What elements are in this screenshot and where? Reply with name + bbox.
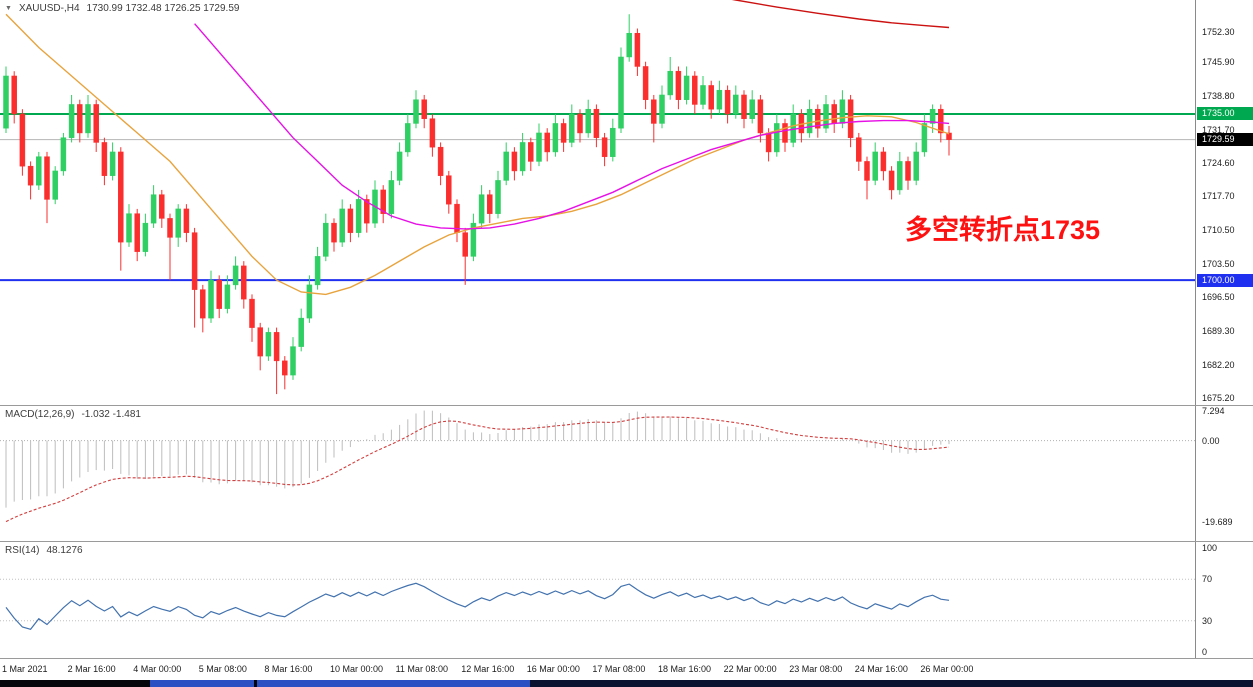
rsi-chart[interactable] — [0, 542, 1196, 658]
ma-fast-line — [5, 13, 950, 296]
time-tick-label: 10 Mar 00:00 — [330, 664, 384, 674]
symbol-dropdown-icon[interactable]: ▼ — [5, 5, 12, 12]
rsi-panel: RSI(14) 48.1276 100 70 30 0 — [0, 542, 1253, 659]
price-tick-label: 1731.70 — [1202, 124, 1235, 135]
rsi-value: 48.1276 — [46, 545, 83, 556]
price-tick-label: 1717.70 — [1202, 191, 1235, 202]
bid-price-tag: 1729.59 — [1197, 133, 1253, 147]
rsi-title: RSI(14) 48.1276 — [5, 545, 83, 556]
price-axis[interactable]: 1752.30 1745.90 1738.80 1731.70 1724.60 1717.… — [1197, 0, 1253, 405]
macd-axis[interactable]: 7.294 0.00 -19.689 — [1197, 406, 1253, 541]
rsi-tick-label: 70 — [1202, 574, 1213, 585]
support-price-tag: 1700.00 — [1197, 273, 1253, 287]
rsi-tick-label: 0 — [1202, 646, 1208, 657]
chart-title: ▼ XAUUSD-,H4 1730.99 1732.48 1726.25 172… — [5, 3, 239, 14]
time-tick-label: 16 Mar 00:00 — [526, 664, 580, 674]
macd-label: MACD(12,26,9) — [5, 409, 75, 420]
price-tick-label: 1703.50 — [1202, 258, 1235, 269]
time-tick-label: 8 Mar 16:00 — [264, 664, 313, 674]
rsi-tick-label: 30 — [1202, 615, 1213, 626]
time-tick-label: 18 Mar 16:00 — [658, 664, 712, 674]
taskbar-segment[interactable] — [530, 680, 1253, 687]
rsi-axis[interactable]: 100 70 30 0 — [1197, 542, 1253, 658]
symbol-period-label: XAUUSD-,H4 — [18, 3, 80, 14]
macd-chart[interactable] — [0, 406, 1196, 541]
macd-title: MACD(12,26,9) -1.032 -1.481 — [5, 409, 141, 420]
price-tick-label: 1689.30 — [1202, 325, 1235, 336]
candlestick-chart[interactable] — [0, 0, 1196, 405]
candles-layer — [3, 14, 952, 395]
taskbar-segment[interactable] — [150, 680, 254, 687]
taskbar[interactable] — [0, 680, 1253, 687]
macd-signal-line — [5, 416, 950, 523]
time-tick-label: 23 Mar 08:00 — [789, 664, 843, 674]
ma-long-line — [731, 0, 950, 29]
time-tick-label: 24 Mar 16:00 — [854, 664, 908, 674]
rsi-line — [5, 582, 950, 630]
price-tick-label: 1752.30 — [1202, 26, 1235, 37]
time-tick-label: 22 Mar 00:00 — [723, 664, 777, 674]
macd-tick-label: -19.689 — [1202, 516, 1233, 527]
macd-tick-label: 7.294 — [1202, 405, 1225, 416]
rsi-label: RSI(14) — [5, 545, 40, 556]
price-tick-label: 1682.20 — [1202, 359, 1235, 370]
macd-panel: MACD(12,26,9) -1.032 -1.481 7.294 0.00 -19… — [0, 406, 1253, 542]
price-tick-label: 1710.50 — [1202, 225, 1235, 236]
time-axis[interactable]: 1 Mar 2021 2 Mar 16:00 4 Mar 00:00 5 Mar 08… — [0, 659, 1253, 680]
time-tick-label: 1 Mar 2021 — [2, 664, 48, 674]
price-tick-label: 1675.20 — [1202, 392, 1235, 403]
price-tick-label: 1696.50 — [1202, 291, 1235, 302]
time-tick-label: 17 Mar 08:00 — [592, 664, 646, 674]
ohlc-readout: 1730.99 1732.48 1726.25 1729.59 — [86, 3, 240, 14]
time-tick-label: 2 Mar 16:00 — [67, 664, 116, 674]
macd-histogram-layer — [5, 410, 950, 508]
macd-values: -1.032 -1.481 — [81, 409, 141, 420]
price-tick-label: 1738.80 — [1202, 90, 1235, 101]
ma-slow-line — [194, 23, 950, 230]
taskbar-segment[interactable] — [257, 680, 530, 687]
time-tick-label: 4 Mar 00:00 — [133, 664, 182, 674]
time-tick-label: 12 Mar 16:00 — [461, 664, 515, 674]
time-tick-label: 11 Mar 08:00 — [395, 664, 448, 674]
time-tick-label: 5 Mar 08:00 — [198, 664, 247, 674]
resistance-price-tag: 1735.00 — [1197, 107, 1253, 121]
price-tick-label: 1724.60 — [1202, 158, 1235, 169]
price-tick-label: 1745.90 — [1202, 57, 1235, 68]
time-tick-label: 26 Mar 00:00 — [920, 664, 974, 674]
price-panel: ▼ XAUUSD-,H4 1730.99 1732.48 1726.25 172… — [0, 0, 1253, 406]
rsi-tick-label: 100 — [1202, 543, 1218, 554]
macd-tick-label: 0.00 — [1202, 435, 1220, 446]
annotation-text: 多空转折点1735 — [905, 215, 1101, 245]
